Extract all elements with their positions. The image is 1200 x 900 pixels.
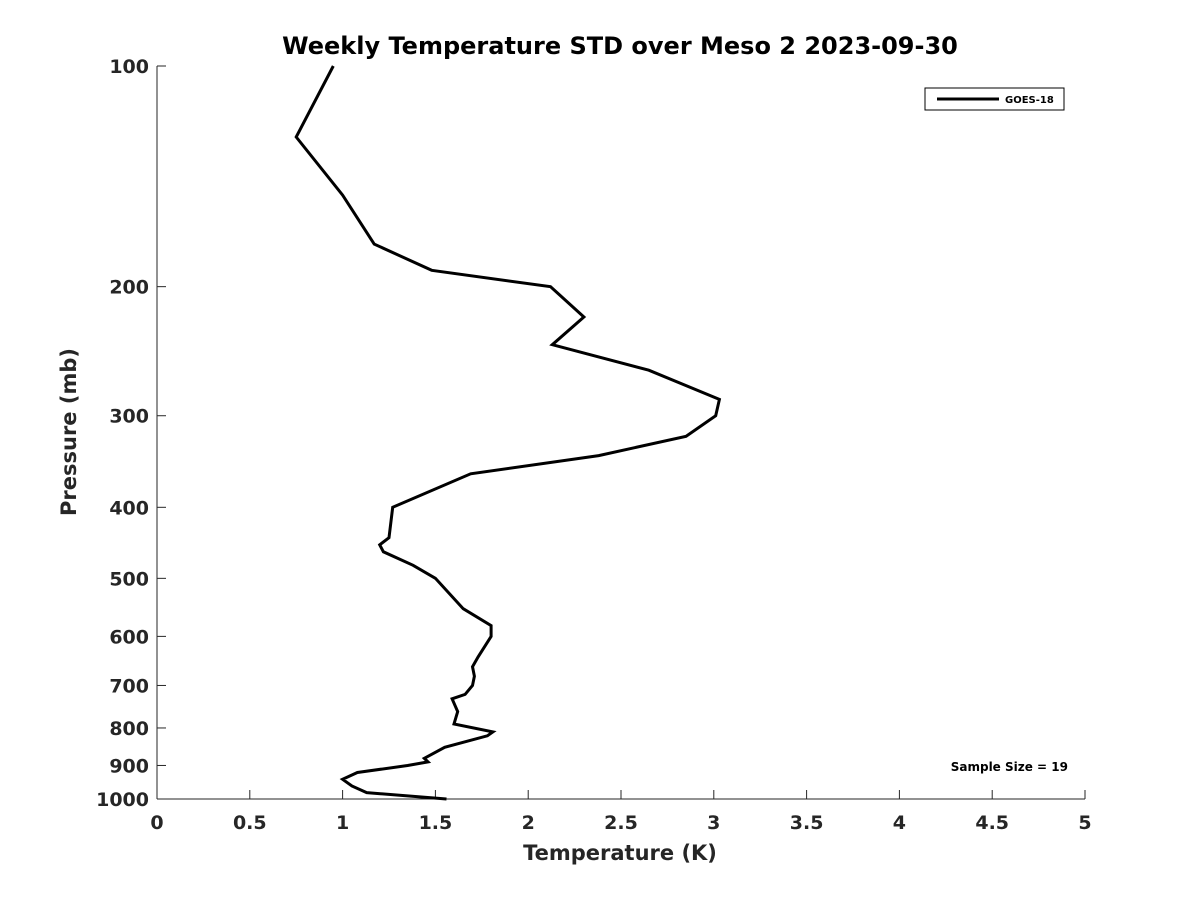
x-tick-label: 2 — [522, 812, 535, 834]
series-line-goes-18 — [294, 65, 722, 801]
axes-group: 0 0.5 1 1.5 2 2.5 3 3.5 4 4.5 5 100 200 300 400 500 600 7… — [96, 56, 1092, 834]
x-tick-label: 1 — [336, 812, 349, 834]
y-tick-label: 900 — [109, 755, 149, 777]
series-layer — [294, 65, 722, 801]
y-axis-label: Pressure (mb) — [57, 348, 81, 516]
x-tick-label: 0.5 — [233, 812, 267, 834]
x-tick-label: 3.5 — [790, 812, 824, 834]
y-tick-label: 700 — [109, 675, 149, 697]
y-tick-label: 1000 — [96, 789, 149, 811]
x-tick-label: 0 — [150, 812, 163, 834]
x-axis-label: Temperature (K) — [523, 841, 717, 865]
y-tick-label: 600 — [109, 626, 149, 648]
x-tick-label: 5 — [1078, 812, 1091, 834]
y-tick-label: 200 — [109, 277, 149, 299]
y-tick-label: 100 — [109, 56, 149, 78]
y-tick-label: 300 — [109, 406, 149, 428]
x-tick-label: 2.5 — [604, 812, 638, 834]
legend-label: GOES-18 — [1005, 95, 1054, 106]
y-tick-label: 500 — [109, 568, 149, 590]
chart-title: Weekly Temperature STD over Meso 2 2023-… — [282, 32, 958, 60]
x-tick-label: 4.5 — [975, 812, 1009, 834]
x-tick-label: 3 — [707, 812, 720, 834]
y-tick-label: 400 — [109, 497, 149, 519]
x-tick-label: 1.5 — [419, 812, 453, 834]
y-tick-label: 800 — [109, 718, 149, 740]
x-tick-label: 4 — [893, 812, 906, 834]
legend: GOES-18 — [924, 87, 1065, 111]
sample-size-annotation: Sample Size = 19 — [951, 760, 1068, 774]
